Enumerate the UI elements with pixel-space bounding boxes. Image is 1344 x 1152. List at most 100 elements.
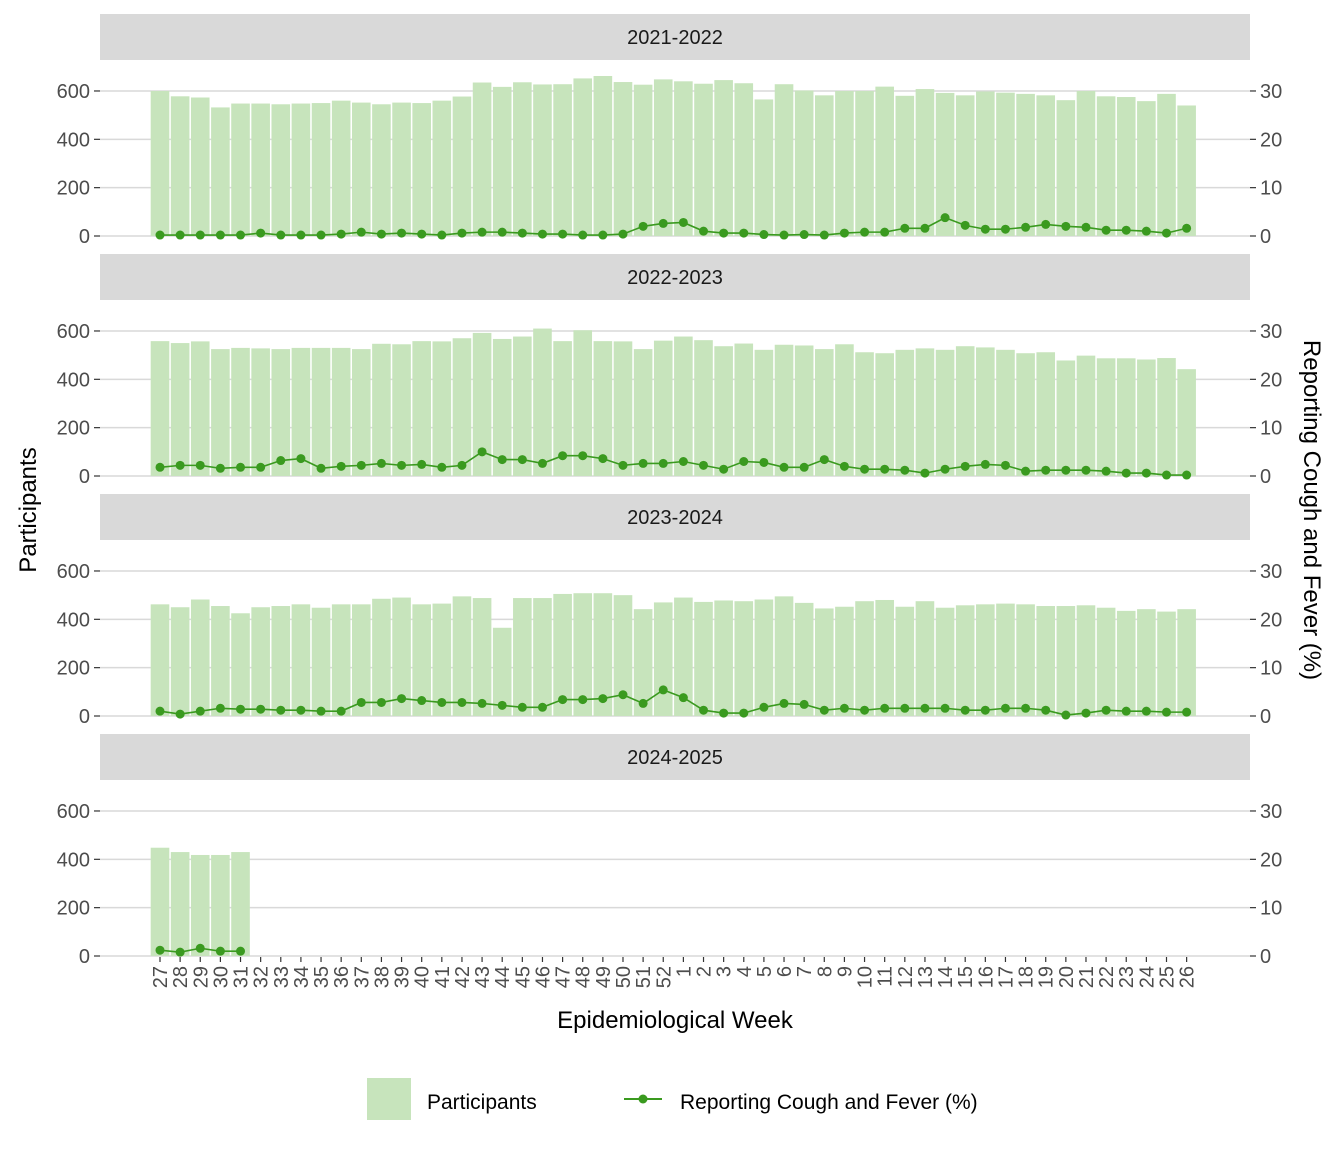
cough-fever-point (638, 698, 648, 708)
cough-fever-point (477, 447, 487, 457)
participants-bar (814, 349, 834, 476)
y-tick-label-left: 600 (57, 321, 90, 343)
participants-bar (311, 607, 331, 716)
cough-fever-point (1021, 222, 1031, 232)
participants-bar (1096, 358, 1116, 476)
cough-fever-point (296, 230, 306, 240)
cough-fever-point (1182, 470, 1192, 480)
cough-fever-point (1061, 465, 1071, 475)
x-tick-label: 35 (311, 966, 333, 988)
cough-fever-point (155, 230, 165, 240)
cough-fever-point (356, 227, 366, 237)
cough-fever-point (537, 229, 547, 239)
participants-bar (513, 598, 532, 716)
cough-fever-point (860, 227, 870, 237)
x-tick-label: 7 (794, 966, 816, 977)
participants-bar (150, 90, 170, 236)
x-tick-label: 40 (412, 966, 434, 988)
cough-fever-point (296, 705, 306, 715)
participants-bar (190, 599, 210, 716)
x-tick-label: 12 (895, 966, 917, 988)
participants-bar (372, 598, 391, 716)
cough-fever-point (1162, 228, 1171, 238)
participants-bar (1177, 369, 1196, 476)
cough-fever-point (1182, 223, 1192, 233)
y-axis-title-left: Participants (15, 447, 42, 572)
y-tick-label-right: 20 (1260, 609, 1282, 631)
x-tick-label: 8 (814, 966, 836, 977)
participants-bar (714, 600, 733, 716)
y-tick-label-left: 400 (57, 369, 90, 391)
cough-fever-point (437, 230, 447, 240)
cough-fever-point (155, 462, 165, 472)
cough-fever-point (1081, 222, 1091, 232)
participants-bar (452, 96, 472, 237)
participants-bar (1016, 93, 1035, 236)
cough-fever-point (1101, 466, 1111, 476)
participants-bar (1177, 105, 1196, 237)
cough-fever-point (175, 230, 185, 240)
y-tick-label-right: 0 (1260, 946, 1271, 968)
x-tick-label: 25 (1157, 966, 1179, 988)
cough-fever-point (638, 221, 648, 231)
y-tick-label-left: 200 (57, 418, 90, 440)
cough-fever-point (517, 455, 527, 465)
participants-bar (472, 598, 492, 716)
participants-bar (190, 341, 210, 476)
participants-bar (754, 349, 774, 476)
cough-fever-point (819, 230, 829, 240)
cough-fever-point (1121, 225, 1131, 235)
x-tick-label: 36 (331, 966, 353, 988)
participants-bar (573, 330, 593, 476)
x-tick-label: 44 (492, 966, 514, 988)
participants-bar (835, 606, 854, 716)
cough-fever-point (256, 704, 266, 714)
participants-bar (613, 595, 633, 716)
participants-bar (875, 353, 894, 476)
cough-fever-point (678, 217, 688, 227)
y-tick-label-left: 600 (57, 801, 90, 823)
participants-bar (875, 599, 894, 716)
y-tick-label-left: 200 (57, 898, 90, 920)
x-tick-label: 14 (935, 966, 957, 988)
cough-fever-line (160, 216, 1187, 236)
participants-bar (955, 605, 975, 716)
participants-bar (734, 83, 754, 236)
cough-fever-point (1121, 468, 1131, 478)
y-tick-label-left: 600 (57, 561, 90, 583)
cough-fever-point (1041, 705, 1051, 715)
x-tick-label: 16 (975, 966, 997, 988)
participants-bar (1157, 93, 1176, 236)
cough-fever-point (759, 457, 769, 467)
x-tick-label: 20 (1056, 966, 1078, 988)
cough-fever-point (739, 228, 749, 238)
x-tick-label: 38 (371, 966, 393, 988)
panel-2024-2025: 2024-2025 0 0 200 10 400 20 600 30 (57, 734, 1282, 968)
participants-bar (352, 102, 371, 236)
cough-fever-point (276, 230, 286, 240)
x-tick-label: 11 (875, 966, 897, 987)
cough-fever-point (215, 703, 225, 713)
y-tick-label-left: 0 (79, 226, 90, 248)
cough-fever-point (1081, 708, 1091, 718)
participants-bar (976, 347, 995, 476)
participants-bar (190, 854, 210, 956)
cough-fever-point (497, 700, 507, 710)
cough-fever-point (558, 451, 568, 461)
x-tick-label: 9 (834, 966, 856, 977)
cough-fever-point (537, 458, 547, 468)
participants-bar (533, 598, 552, 716)
participants-bar (251, 348, 270, 476)
participants-bar (311, 103, 331, 236)
participants-bar (915, 601, 935, 716)
cough-fever-point (477, 227, 487, 237)
participants-bar (452, 596, 472, 716)
cough-fever-point (397, 694, 407, 704)
cough-fever-point (980, 459, 990, 469)
y-tick-label-left: 200 (57, 178, 90, 200)
cough-fever-point (236, 704, 246, 714)
y-tick-label-right: 0 (1260, 706, 1271, 728)
participants-bar (231, 347, 250, 476)
participants-bar (211, 107, 230, 236)
participants-bar (271, 349, 291, 476)
